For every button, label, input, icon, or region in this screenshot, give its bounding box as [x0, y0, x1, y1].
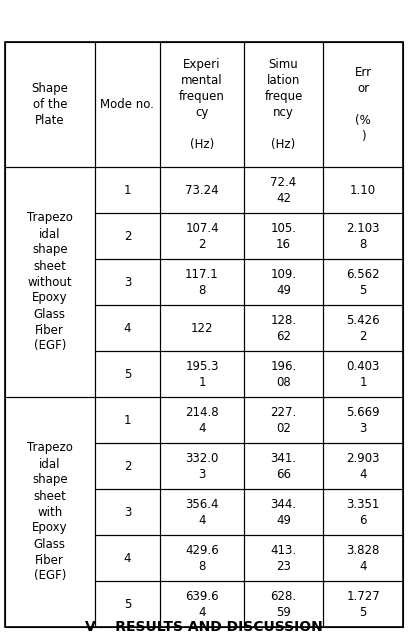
- Text: 639.6
4: 639.6 4: [185, 589, 218, 618]
- Bar: [323, 42, 402, 167]
- Bar: [94, 351, 160, 397]
- Bar: [323, 489, 402, 535]
- Bar: [243, 535, 323, 581]
- Bar: [160, 581, 243, 627]
- Bar: [160, 397, 243, 443]
- Bar: [94, 535, 160, 581]
- Bar: [94, 305, 160, 351]
- Text: 413.
23: 413. 23: [270, 543, 296, 573]
- Bar: [323, 581, 402, 627]
- Text: Simu
lation
freque
ncy

(Hz): Simu lation freque ncy (Hz): [264, 58, 302, 151]
- Bar: [160, 535, 243, 581]
- Text: 195.3
1: 195.3 1: [185, 360, 218, 388]
- Text: 429.6
8: 429.6 8: [185, 543, 218, 573]
- Text: 128.
62: 128. 62: [270, 314, 296, 342]
- Bar: [94, 167, 160, 213]
- Text: Trapezo
idal
shape
sheet
without
Epoxy
Glass
Fiber
(EGF): Trapezo idal shape sheet without Epoxy G…: [27, 211, 72, 353]
- Text: 5.669
3: 5.669 3: [346, 406, 379, 435]
- Text: 2.103
8: 2.103 8: [346, 221, 379, 250]
- Text: Mode no.: Mode no.: [100, 98, 154, 111]
- Bar: [160, 42, 243, 167]
- Text: 344.
49: 344. 49: [270, 497, 296, 527]
- Bar: [94, 443, 160, 489]
- Bar: [160, 489, 243, 535]
- Bar: [160, 167, 243, 213]
- Text: 341.
66: 341. 66: [270, 451, 296, 481]
- Text: 105.
16: 105. 16: [270, 221, 296, 250]
- Text: 3: 3: [124, 506, 131, 518]
- Text: 3: 3: [124, 275, 131, 289]
- Bar: [5, 42, 94, 167]
- Bar: [94, 42, 160, 167]
- Text: 227.
02: 227. 02: [270, 406, 296, 435]
- Text: 332.0
3: 332.0 3: [185, 451, 218, 481]
- Bar: [94, 213, 160, 259]
- Bar: [94, 259, 160, 305]
- Text: 107.4
2: 107.4 2: [185, 221, 218, 250]
- Bar: [160, 305, 243, 351]
- Bar: [243, 305, 323, 351]
- Bar: [243, 42, 323, 167]
- Text: 73.24: 73.24: [185, 184, 218, 196]
- Bar: [243, 213, 323, 259]
- Text: 4: 4: [124, 552, 131, 564]
- Bar: [243, 351, 323, 397]
- Text: 356.4
4: 356.4 4: [185, 497, 218, 527]
- Text: 5: 5: [124, 367, 131, 381]
- Text: 2.903
4: 2.903 4: [346, 451, 379, 481]
- Bar: [243, 397, 323, 443]
- Text: 6.562
5: 6.562 5: [346, 268, 379, 296]
- Bar: [94, 397, 160, 443]
- Text: 117.1
8: 117.1 8: [185, 268, 218, 296]
- Text: 1: 1: [124, 413, 131, 426]
- Bar: [5, 167, 94, 397]
- Bar: [323, 535, 402, 581]
- Text: 4: 4: [124, 321, 131, 335]
- Text: Err
or

(%
): Err or (% ): [354, 66, 371, 143]
- Bar: [94, 581, 160, 627]
- Text: 628.
59: 628. 59: [270, 589, 296, 618]
- Bar: [323, 213, 402, 259]
- Bar: [94, 489, 160, 535]
- Bar: [323, 167, 402, 213]
- Bar: [323, 305, 402, 351]
- Text: 5: 5: [124, 598, 131, 611]
- Text: Experi
mental
frequen
cy

(Hz): Experi mental frequen cy (Hz): [179, 58, 225, 151]
- Bar: [5, 397, 94, 627]
- Text: 5.426
2: 5.426 2: [346, 314, 379, 342]
- Bar: [160, 259, 243, 305]
- Text: Trapezo
idal
shape
sheet
with
Epoxy
Glass
Fiber
(EGF): Trapezo idal shape sheet with Epoxy Glas…: [27, 442, 72, 582]
- Bar: [243, 581, 323, 627]
- Bar: [243, 259, 323, 305]
- Bar: [160, 213, 243, 259]
- Bar: [323, 351, 402, 397]
- Text: 109.
49: 109. 49: [270, 268, 296, 296]
- Text: 2: 2: [124, 230, 131, 243]
- Text: 3.828
4: 3.828 4: [346, 543, 379, 573]
- Text: 0.403
1: 0.403 1: [346, 360, 379, 388]
- Bar: [160, 351, 243, 397]
- Text: 214.8
4: 214.8 4: [185, 406, 218, 435]
- Bar: [243, 489, 323, 535]
- Bar: [243, 167, 323, 213]
- Bar: [243, 443, 323, 489]
- Text: 122: 122: [190, 321, 213, 335]
- Text: Shape
of the
Plate: Shape of the Plate: [31, 82, 68, 127]
- Text: 3.351
6: 3.351 6: [346, 497, 379, 527]
- Text: 2: 2: [124, 460, 131, 472]
- Text: 1: 1: [124, 184, 131, 196]
- Bar: [323, 397, 402, 443]
- Text: 1.10: 1.10: [349, 184, 375, 196]
- Bar: [323, 443, 402, 489]
- Text: V    RESULTS AND DISCUSSION: V RESULTS AND DISCUSSION: [85, 620, 322, 634]
- Text: 72.4
42: 72.4 42: [270, 175, 296, 205]
- Text: 196.
08: 196. 08: [270, 360, 296, 388]
- Bar: [323, 259, 402, 305]
- Bar: [160, 443, 243, 489]
- Text: 1.727
5: 1.727 5: [346, 589, 379, 618]
